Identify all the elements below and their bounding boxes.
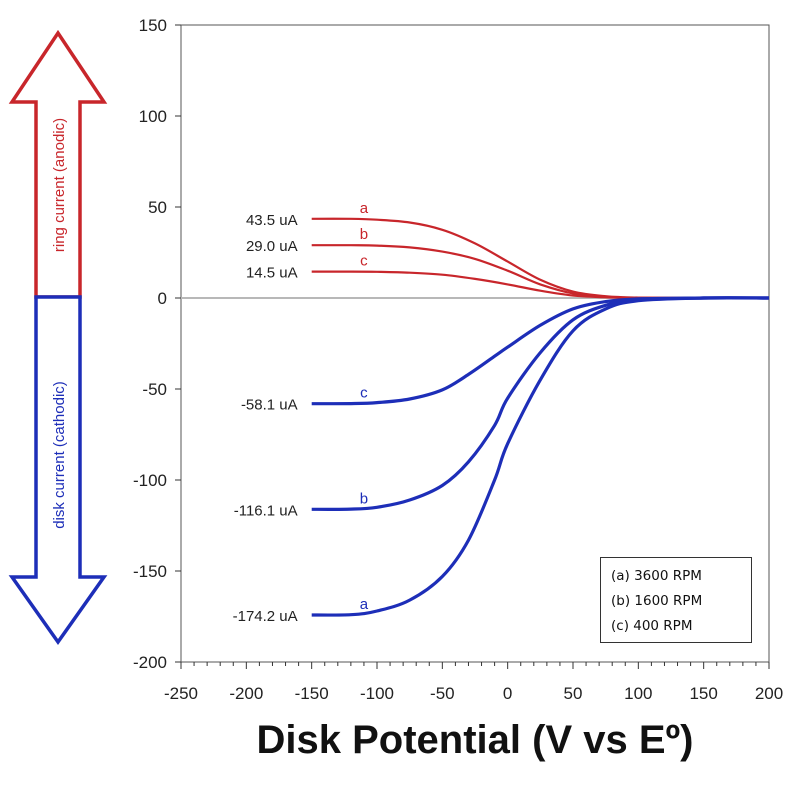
disk-current-label: disk current (cathodic) xyxy=(51,381,68,529)
disk-current-arrow xyxy=(8,295,108,646)
series-line-disk-a xyxy=(311,296,770,617)
y-tick-label: 150 xyxy=(139,16,167,35)
ring-current-label: ring current (anodic) xyxy=(51,118,68,252)
curve-letter-disk-c: c xyxy=(360,385,368,402)
x-tick-label: 0 xyxy=(503,684,512,703)
x-tick-label: -100 xyxy=(360,684,394,703)
x-axis-title: Disk Potential (V vs Eº) xyxy=(256,718,694,762)
curve-letter-ring-a: a xyxy=(360,200,369,217)
legend-entry-a: (a) 3600 RPM xyxy=(611,568,702,584)
y-tick-label: 0 xyxy=(158,289,167,308)
plateau-label-disk-b: -116.1 uA xyxy=(234,502,298,519)
x-tick-label: -150 xyxy=(295,684,329,703)
y-tick-label: -100 xyxy=(133,471,167,490)
plateau-label-ring-c: 14.5 uA xyxy=(246,265,298,282)
plot-frame xyxy=(180,24,770,663)
curve-letter-ring-b: b xyxy=(360,226,368,243)
curve-letter-ring-c: c xyxy=(360,253,368,270)
x-tick-label: 100 xyxy=(624,684,652,703)
x-tick-label: -50 xyxy=(430,684,455,703)
ring-current-arrow xyxy=(8,29,108,299)
x-tick-label: 150 xyxy=(689,684,717,703)
plateau-label-disk-c: -58.1 uA xyxy=(241,397,298,414)
legend: (a) 3600 RPM (b) 1600 RPM (c) 400 RPM xyxy=(600,557,752,643)
plateau-label-ring-a: 43.5 uA xyxy=(246,212,298,229)
x-tick-label: 50 xyxy=(564,684,583,703)
y-tick-label: 100 xyxy=(139,107,167,126)
legend-entry-b: (b) 1600 RPM xyxy=(611,593,703,609)
plateau-label-ring-b: 29.0 uA xyxy=(246,238,298,255)
series-line-ring-a xyxy=(311,217,770,300)
x-tick-label: -200 xyxy=(229,684,263,703)
curve-letter-disk-a: a xyxy=(360,596,369,613)
legend-entry-c: (c) 400 RPM xyxy=(611,618,693,634)
y-tick-label: -200 xyxy=(133,653,167,672)
x-tick-label: -250 xyxy=(164,684,198,703)
plateau-label-disk-a: -174.2 uA xyxy=(233,608,298,625)
curve-letter-disk-b: b xyxy=(360,490,368,507)
x-tick-label: 200 xyxy=(755,684,783,703)
y-tick-label: 50 xyxy=(148,198,167,217)
y-tick-label: -50 xyxy=(142,380,167,399)
y-tick-label: -150 xyxy=(133,562,167,581)
